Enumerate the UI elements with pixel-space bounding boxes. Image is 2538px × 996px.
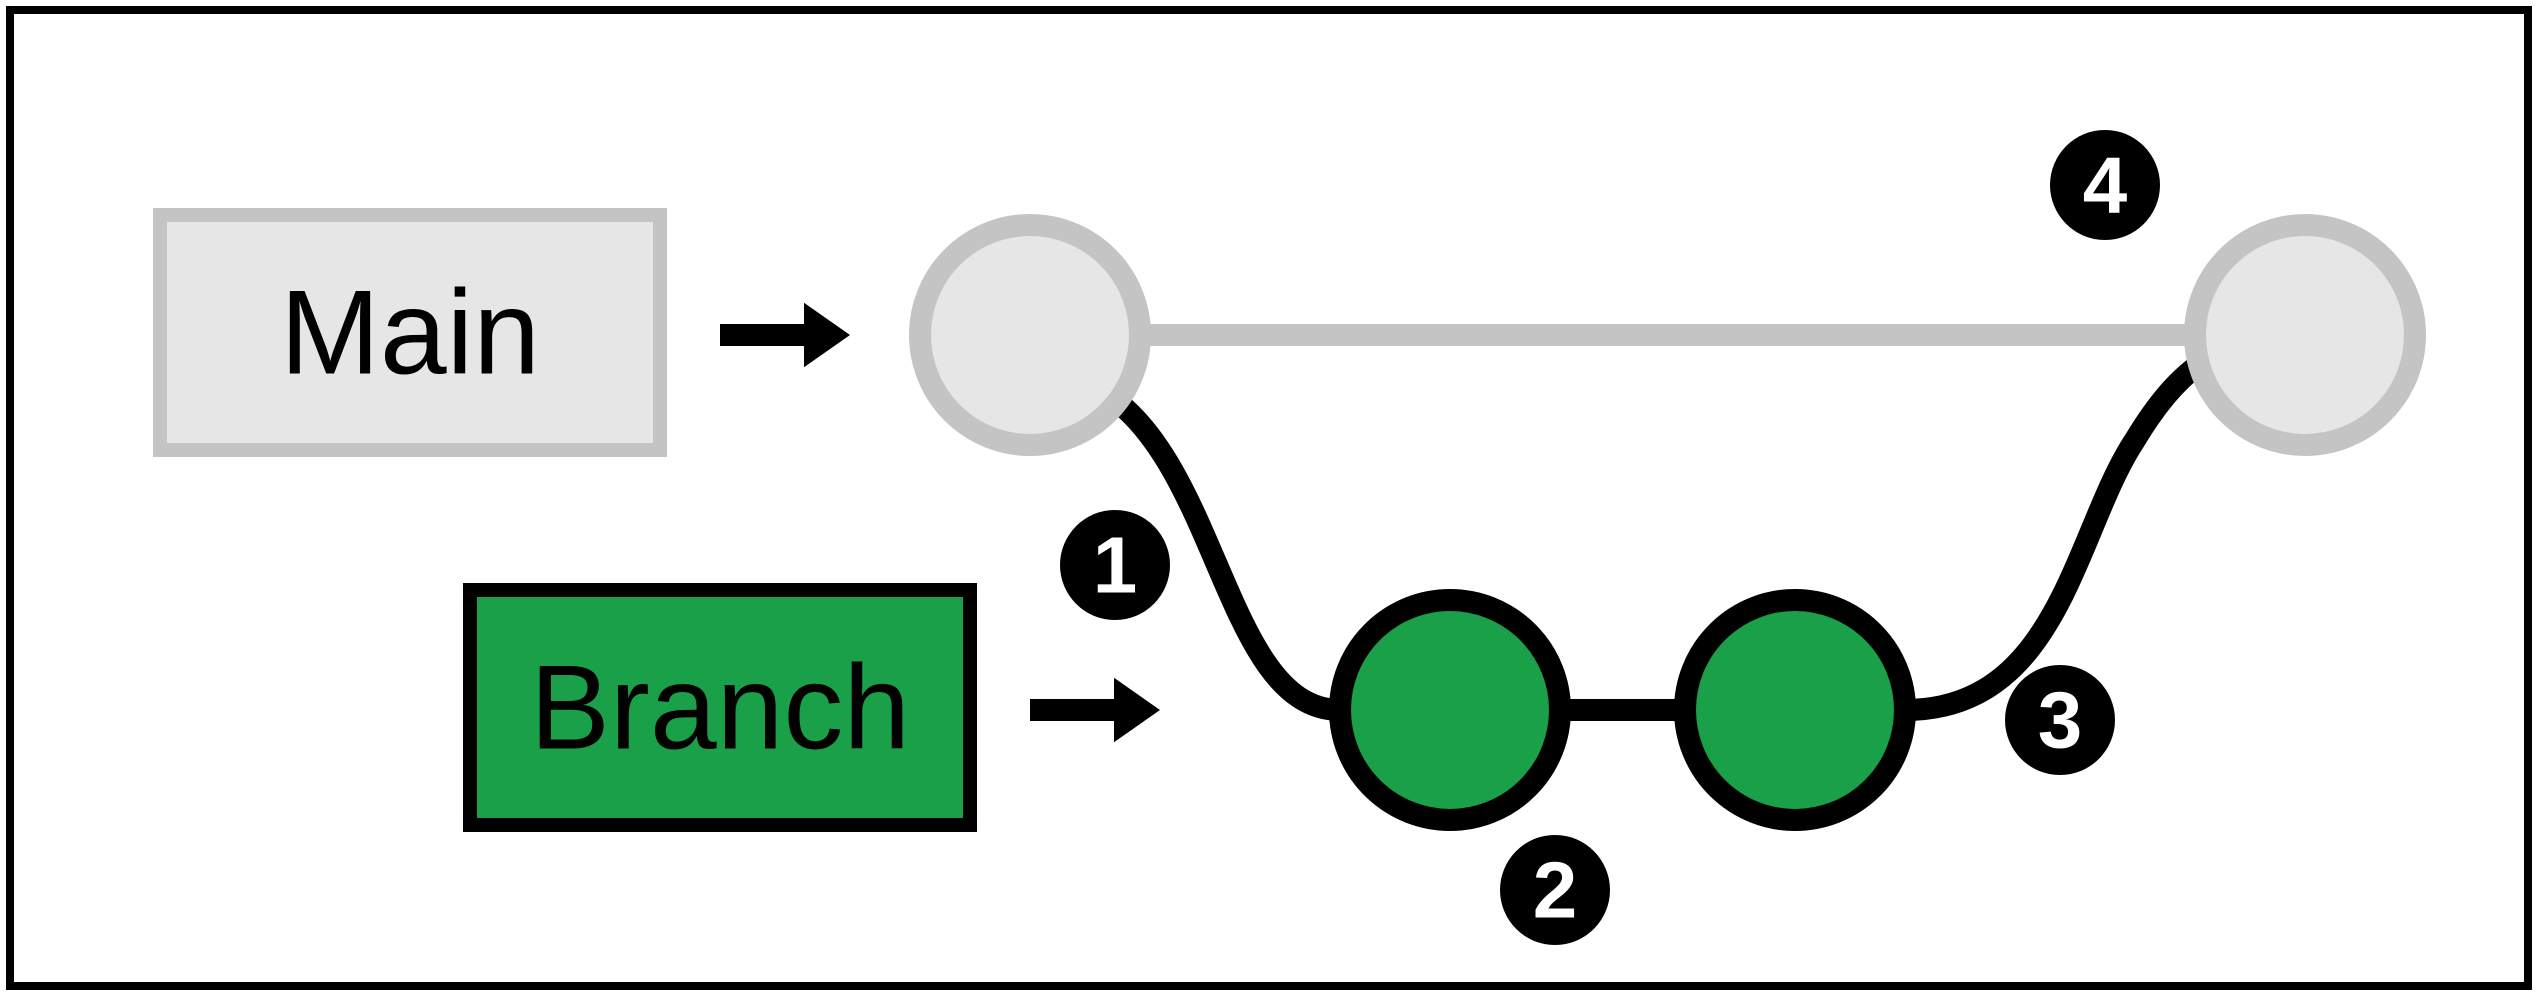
step-badge-4: 4 (2050, 130, 2160, 240)
branch-label-text: Branch (530, 641, 910, 775)
step-badge-3: 3 (2005, 665, 2115, 775)
step-badge-label: 3 (2038, 676, 2083, 765)
step-badge-1: 1 (1060, 510, 1170, 620)
commit-branch_c1 (1340, 600, 1560, 820)
step-badge-2: 2 (1500, 835, 1610, 945)
step-badge-label: 4 (2083, 141, 2128, 230)
commit-main_start (920, 225, 1140, 445)
branching-diagram: Main Branch 1 2 3 4 (0, 0, 2538, 996)
step-badge-label: 1 (1093, 521, 1138, 610)
commit-branch_c2 (1685, 600, 1905, 820)
branch-label: Branch (470, 590, 970, 825)
step-badge-label: 2 (1533, 846, 1578, 935)
main-label-text: Main (280, 266, 540, 400)
commit-main_merge (2195, 225, 2415, 445)
main-label: Main (160, 215, 660, 450)
